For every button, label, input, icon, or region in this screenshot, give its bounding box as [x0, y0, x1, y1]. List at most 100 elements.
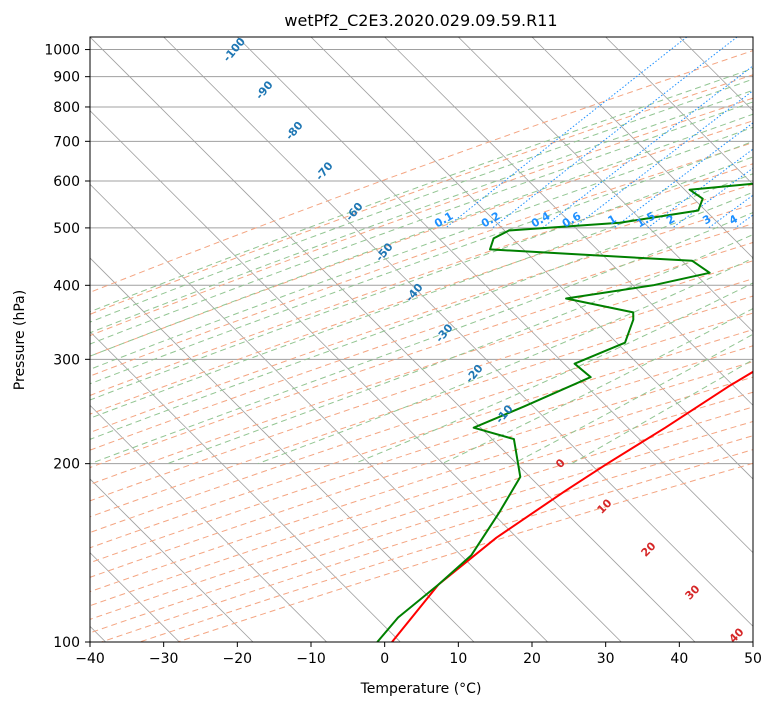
y-tick-label: 400: [53, 278, 80, 294]
moist-adiabat-line: [354, 282, 753, 465]
mixing-ratio-line: [572, 90, 753, 229]
dry-adiabat-label: -20: [463, 362, 486, 386]
isotherm-line: [679, 37, 753, 112]
isotherm-line: [237, 37, 753, 554]
moist-adiabat-label: 10: [595, 496, 615, 516]
mixing-ratio-label: 3: [700, 212, 713, 227]
dry-adiabat-line: [90, 391, 753, 607]
dry-adiabat-line: [177, 462, 753, 642]
dry-adiabat-line: [90, 163, 753, 396]
mixing-ratio-line: [672, 167, 753, 229]
y-tick-label: 600: [53, 174, 80, 190]
y-tick-label: 1000: [44, 43, 80, 59]
isotherm-line: [752, 37, 753, 38]
y-tick-label: 800: [53, 100, 80, 116]
x-tick-label: 20: [523, 651, 541, 667]
mixing-ratio-label: 1.5: [634, 209, 657, 230]
y-tick-label: 900: [53, 70, 80, 86]
isotherm-line: [90, 37, 696, 642]
x-tick-label: 40: [670, 651, 688, 667]
x-tick-label: 10: [449, 651, 467, 667]
moist-adiabat-line: [90, 89, 753, 334]
moist-adiabat-line: [90, 67, 753, 313]
y-tick-label: 300: [53, 352, 80, 368]
x-tick-label: 50: [744, 651, 762, 667]
x-tick-label: −10: [296, 651, 326, 667]
dry-adiabat-label: -90: [253, 78, 276, 102]
moist-adiabat-line: [167, 234, 753, 465]
dry-adiabat-line: [90, 329, 753, 549]
x-axis-label: Temperature (°C): [360, 681, 482, 697]
chart-title: wetPf2_C2E3.2020.029.09.59.R11: [284, 11, 557, 31]
moist-adiabat-line: [90, 140, 753, 385]
dry-adiabat-line: [90, 278, 753, 502]
moist-adiabat-line: [90, 113, 753, 357]
isotherm-line: [90, 331, 401, 642]
mixing-ratio-line: [492, 37, 738, 229]
dry-adiabat-line: [90, 74, 753, 315]
y-tick-label: 100: [53, 635, 80, 651]
mixing-ratio-label: 1: [606, 212, 619, 227]
moist-adiabat-line: [90, 101, 753, 345]
moist-adiabat-line: [90, 191, 753, 440]
moist-adiabat-line: [90, 126, 753, 370]
y-tick-label: 700: [53, 134, 80, 150]
dry-adiabat-label: -80: [283, 119, 306, 143]
dry-adiabat-line: [90, 50, 753, 293]
isotherm-line: [90, 257, 475, 642]
mixing-ratio-line: [542, 65, 753, 229]
isotherm-line: [90, 110, 622, 642]
isotherm-line: [90, 404, 327, 642]
temperature-line: [391, 370, 753, 642]
mixing-ratio-label: 4: [727, 212, 740, 227]
x-tick-label: 30: [597, 651, 615, 667]
background-lines: [90, 37, 753, 642]
y-axis-label: Pressure (hPa): [12, 290, 28, 390]
isotherm-line: [90, 478, 254, 642]
isotherm-line: [310, 37, 753, 480]
mixing-ratio-line: [613, 122, 753, 229]
dry-adiabat-label: -10: [493, 402, 516, 426]
dry-adiabat-label: -30: [433, 321, 456, 345]
x-tick-label: 0: [380, 651, 389, 667]
isotherm-line: [90, 183, 548, 642]
isotherm-line: [531, 37, 753, 259]
plot-frame: [89, 36, 754, 643]
dry-adiabat-line: [90, 361, 753, 578]
dry-adiabat-line: [90, 120, 753, 357]
y-tick-label: 200: [53, 457, 80, 473]
y-tick-label: 500: [53, 221, 80, 237]
axes: −40 −30 −20 −10 0 10 20 30 40 50 100 200 300 400 500 60…: [44, 43, 762, 667]
dry-adiabat-line: [90, 97, 753, 337]
dry-adiabat-line: [90, 241, 753, 469]
mixing-ratio-label: 0.1: [432, 209, 455, 230]
dry-adiabat-line: [90, 376, 753, 593]
x-tick-label: −40: [75, 651, 105, 667]
moist-adiabat-label: 30: [683, 582, 703, 602]
moist-adiabat-line: [90, 211, 753, 465]
dry-adiabat-label: -50: [373, 240, 396, 264]
isotherm-line: [384, 37, 753, 406]
dry-adiabat-label: -70: [313, 159, 336, 183]
mixing-ratio-line: [734, 214, 753, 229]
x-tick-label: −30: [149, 651, 179, 667]
isotherm-line: [458, 37, 753, 333]
moist-adiabat-line: [90, 78, 753, 323]
dry-adiabat-line: [90, 203, 753, 433]
dewpoint-line: [376, 182, 753, 642]
moist-adiabat-line: [90, 156, 753, 401]
dry-adiabat-line: [90, 183, 753, 415]
dry-adiabat-line: [90, 295, 753, 518]
isotherm-line: [605, 37, 753, 185]
mixing-ratio-line: [445, 37, 688, 229]
x-tick-label: −20: [223, 651, 253, 667]
dry-adiabat-line: [90, 142, 753, 377]
sounding-lines: [376, 182, 753, 642]
dry-adiabat-label: -40: [403, 281, 426, 305]
isotherm-line: [163, 37, 753, 627]
dry-adiabat-line: [90, 260, 753, 485]
moist-adiabat-label: 20: [639, 539, 659, 559]
dry-adiabat-line: [90, 312, 753, 534]
moist-adiabat-line: [90, 173, 753, 419]
mixing-ratio-label: 0.6: [560, 209, 584, 230]
